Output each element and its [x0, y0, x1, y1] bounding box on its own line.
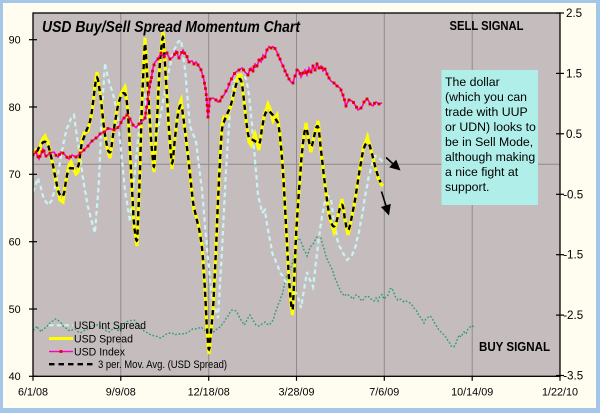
svg-text:-0.5: -0.5	[563, 188, 583, 201]
svg-text:90: 90	[9, 35, 21, 47]
svg-text:10/14/09: 10/14/09	[451, 387, 493, 399]
svg-text:3 per. Mov. Avg. (USD Spread): 3 per. Mov. Avg. (USD Spread)	[98, 359, 227, 371]
svg-text:12/18/08: 12/18/08	[188, 387, 230, 399]
svg-text:9/9/08: 9/9/08	[106, 387, 136, 399]
svg-text:be in Sell Mode,: be in Sell Mode,	[445, 135, 533, 149]
svg-text:50: 50	[9, 304, 21, 316]
svg-text:USD Int Spread: USD Int Spread	[74, 320, 146, 332]
svg-text:6/1/08: 6/1/08	[18, 387, 48, 399]
svg-text:0.5: 0.5	[566, 128, 582, 141]
svg-text:-1.5: -1.5	[563, 249, 583, 262]
svg-text:1.5: 1.5	[566, 67, 582, 80]
svg-text:BUY SIGNAL: BUY SIGNAL	[479, 339, 550, 354]
svg-text:7/6/09: 7/6/09	[369, 387, 399, 399]
svg-text:a nice fight at: a nice fight at	[445, 165, 519, 179]
svg-text:2.5: 2.5	[566, 7, 582, 20]
svg-text:3/28/09: 3/28/09	[278, 387, 314, 399]
svg-text:-3.5: -3.5	[563, 370, 583, 383]
svg-text:USD Buy/Sell Spread Momentum C: USD Buy/Sell Spread Momentum Chart	[42, 19, 301, 36]
svg-text:-2.5: -2.5	[563, 309, 583, 322]
svg-text:trade with UUP: trade with UUP	[445, 105, 528, 119]
svg-text:or UDN) looks to: or UDN) looks to	[445, 120, 536, 134]
svg-text:USD Index: USD Index	[74, 346, 125, 358]
svg-text:support.: support.	[445, 180, 489, 194]
svg-text:1/22/10: 1/22/10	[542, 387, 578, 399]
svg-text:80: 80	[9, 102, 21, 114]
svg-text:although making: although making	[445, 150, 535, 164]
svg-text:(which you can: (which you can	[445, 90, 527, 104]
svg-text:60: 60	[9, 237, 21, 249]
svg-text:USD Spread: USD Spread	[74, 333, 133, 345]
svg-text:70: 70	[9, 169, 21, 181]
svg-text:40: 40	[9, 371, 21, 383]
svg-text:SELL SIGNAL: SELL SIGNAL	[450, 18, 524, 33]
svg-text:The dollar: The dollar	[445, 75, 500, 89]
